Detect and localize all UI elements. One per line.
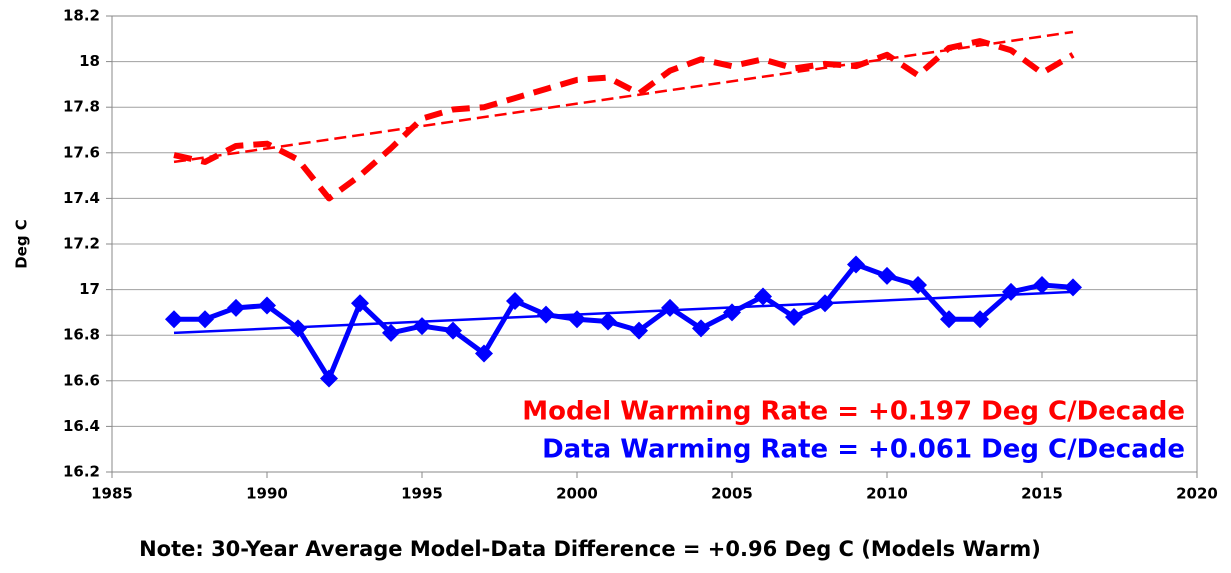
x-tick-label: 2000	[556, 485, 598, 503]
y-tick-label: 17	[79, 280, 100, 298]
marker	[630, 321, 648, 340]
y-tick-label: 18	[79, 52, 100, 70]
marker	[1064, 278, 1082, 297]
plot-border	[111, 15, 1198, 473]
series-line	[174, 262, 1074, 382]
marker	[1033, 276, 1051, 295]
x-tick-label: 2010	[866, 485, 908, 503]
y-tick-label: 16.8	[63, 326, 100, 344]
marker	[971, 310, 989, 329]
annotation: Data Warming Rate = +0.061 Deg C/Decade	[542, 435, 1185, 465]
marker	[382, 323, 400, 342]
annotation: Model Warming Rate = +0.197 Deg C/Decade	[522, 397, 1185, 427]
marker	[754, 287, 772, 306]
marker	[444, 321, 462, 340]
x-tick-label: 2015	[1021, 485, 1063, 503]
y-tick-label: 17.6	[63, 143, 100, 161]
y-tick-label: 18.2	[63, 7, 100, 25]
marker	[599, 312, 617, 331]
marker	[661, 298, 679, 317]
marker	[506, 292, 524, 310]
marker	[351, 294, 369, 313]
series-line	[173, 290, 1074, 335]
marker	[413, 317, 431, 336]
y-tick-label: 16.4	[63, 417, 100, 435]
x-tick-label: 1995	[401, 485, 443, 503]
x-tick-label: 1985	[91, 485, 133, 503]
note: Note: 30-Year Average Model-Data Differe…	[139, 537, 1041, 561]
x-tick-label: 2005	[711, 485, 753, 503]
marker	[785, 307, 803, 326]
y-tick-label: 17.2	[63, 235, 100, 253]
marker	[1002, 282, 1020, 301]
series-line	[173, 38, 1075, 202]
y-axis-label: Deg C	[13, 219, 31, 269]
y-tick-label: 16.2	[63, 463, 100, 481]
marker	[165, 310, 183, 329]
marker	[196, 310, 214, 329]
marker	[227, 298, 245, 317]
marker	[568, 310, 586, 329]
y-tick-label: 16.6	[63, 371, 100, 389]
x-tick-label: 1990	[246, 485, 288, 503]
marker	[940, 310, 958, 329]
marker	[692, 319, 710, 338]
marker	[847, 255, 865, 274]
y-tick-label: 17.8	[63, 98, 100, 116]
x-tick-label: 2020	[1176, 485, 1218, 503]
marker	[909, 276, 927, 295]
marker	[320, 369, 338, 388]
marker	[878, 266, 896, 285]
series-line	[173, 30, 1074, 164]
marker	[475, 344, 493, 363]
marker	[537, 305, 555, 324]
marker	[258, 296, 276, 315]
y-tick-label: 17.4	[63, 189, 100, 207]
